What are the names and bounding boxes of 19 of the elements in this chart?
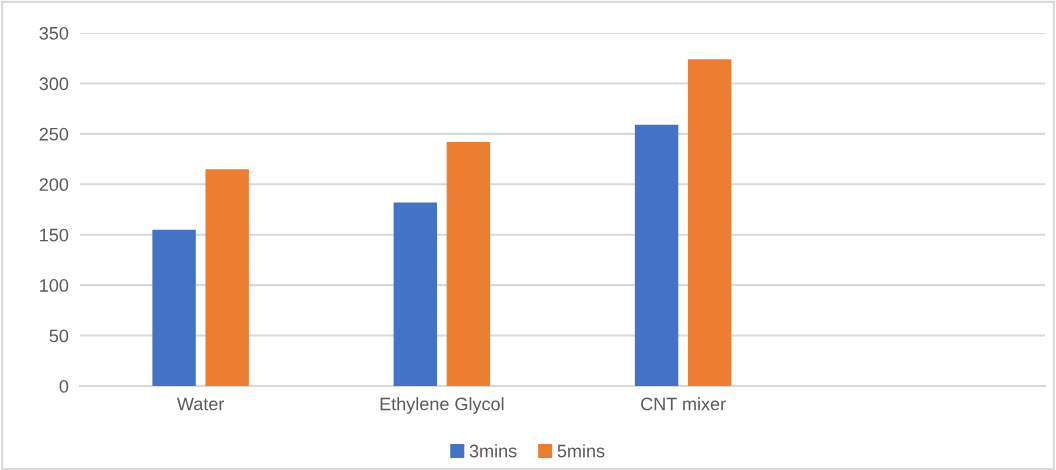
legend-label: 5mins bbox=[557, 444, 605, 458]
bar bbox=[152, 229, 196, 386]
x-tick-label: CNT mixer bbox=[641, 397, 726, 411]
y-tick-label: 250 bbox=[39, 127, 69, 141]
bar bbox=[446, 141, 491, 386]
x-tick-label: Water bbox=[176, 397, 225, 411]
legend-label: 3mins bbox=[469, 444, 517, 458]
y-tick-label: 200 bbox=[39, 178, 69, 192]
x-tick-label: Ethylene Glycol bbox=[380, 397, 504, 414]
y-tick-label: 50 bbox=[49, 329, 69, 343]
y-tick-label: 100 bbox=[40, 279, 69, 292]
y-tick-label: 350 bbox=[39, 26, 69, 40]
y-tick-label: 0 bbox=[59, 379, 69, 393]
y-tick-label: 150 bbox=[40, 228, 69, 242]
bar bbox=[687, 59, 732, 386]
y-tick-label: 300 bbox=[39, 77, 69, 91]
bar bbox=[634, 124, 679, 386]
bar bbox=[205, 169, 249, 386]
bar bbox=[393, 202, 438, 386]
